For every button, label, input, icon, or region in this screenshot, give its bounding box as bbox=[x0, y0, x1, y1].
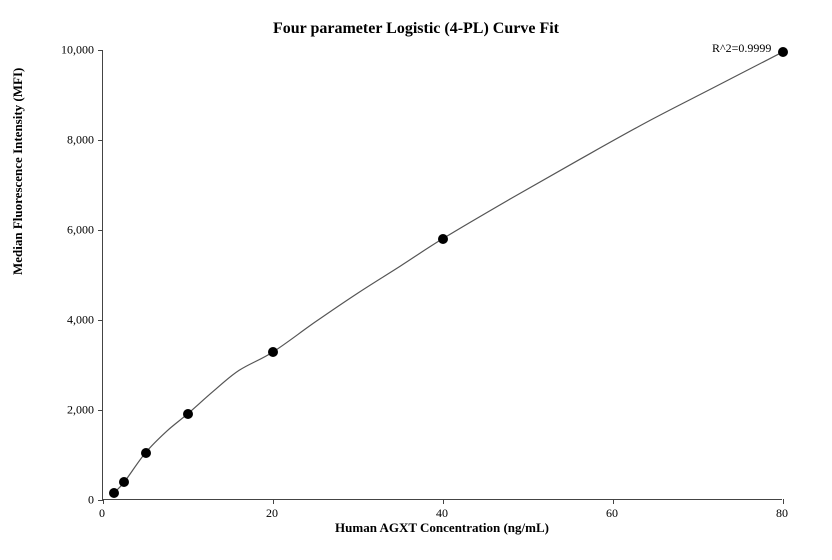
data-point bbox=[109, 488, 119, 498]
y-axis-label: Median Fluorescence Intensity (MFI) bbox=[10, 68, 26, 275]
x-axis-label: Human AGXT Concentration (ng/mL) bbox=[102, 520, 782, 536]
y-tick-label: 4,000 bbox=[67, 313, 94, 328]
y-tick-label: 8,000 bbox=[67, 133, 94, 148]
x-tick-label: 80 bbox=[776, 506, 788, 521]
r-squared-annotation: R^2=0.9999 bbox=[712, 41, 771, 56]
data-point bbox=[778, 47, 788, 57]
x-tick-label: 0 bbox=[99, 506, 105, 521]
data-point bbox=[141, 448, 151, 458]
y-tick bbox=[98, 50, 103, 51]
x-tick bbox=[273, 499, 274, 504]
x-tick-label: 20 bbox=[266, 506, 278, 521]
data-point bbox=[268, 347, 278, 357]
y-tick bbox=[98, 320, 103, 321]
plot-area bbox=[102, 50, 782, 500]
y-tick-label: 10,000 bbox=[61, 43, 94, 58]
data-point bbox=[119, 477, 129, 487]
y-tick bbox=[98, 140, 103, 141]
chart-container: Four parameter Logistic (4-PL) Curve Fit… bbox=[0, 0, 832, 560]
x-tick bbox=[783, 499, 784, 504]
y-tick bbox=[98, 230, 103, 231]
chart-title: Four parameter Logistic (4-PL) Curve Fit bbox=[0, 20, 832, 38]
y-tick-label: 6,000 bbox=[67, 223, 94, 238]
y-tick-label: 0 bbox=[88, 493, 94, 508]
x-tick bbox=[613, 499, 614, 504]
y-tick-label: 2,000 bbox=[67, 403, 94, 418]
data-point bbox=[183, 409, 193, 419]
x-tick bbox=[443, 499, 444, 504]
y-tick bbox=[98, 410, 103, 411]
x-tick bbox=[103, 499, 104, 504]
curve-line bbox=[103, 50, 783, 500]
x-tick-label: 40 bbox=[436, 506, 448, 521]
x-tick-label: 60 bbox=[606, 506, 618, 521]
data-point bbox=[438, 234, 448, 244]
